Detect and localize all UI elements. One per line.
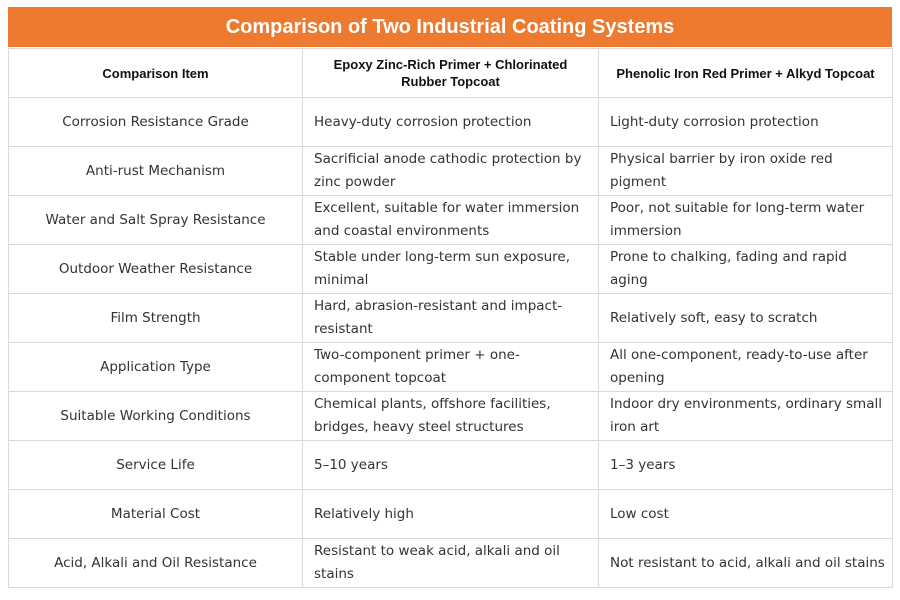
column-header-item: Comparison Item — [8, 48, 303, 98]
row-label: Acid, Alkali and Oil Resistance — [8, 538, 303, 588]
table-row: Suitable Working Conditions Chemical pla… — [8, 391, 893, 441]
row-label: Water and Salt Spray Resistance — [8, 195, 303, 245]
table-row: Corrosion Resistance Grade Heavy-duty co… — [8, 97, 893, 147]
row-label: Material Cost — [8, 489, 303, 539]
system-a-value: Excellent, suitable for water immersion … — [302, 195, 599, 245]
row-label: Anti-rust Mechanism — [8, 146, 303, 196]
system-a-value: Sacrificial anode cathodic protection by… — [302, 146, 599, 196]
column-header-system-b: Phenolic Iron Red Primer + Alkyd Topcoat — [598, 48, 893, 98]
table-row: Application Type Two-component primer + … — [8, 342, 893, 392]
table-row: Outdoor Weather Resistance Stable under … — [8, 244, 893, 294]
row-label: Corrosion Resistance Grade — [8, 97, 303, 147]
row-label: Film Strength — [8, 293, 303, 343]
comparison-table: Comparison Item Epoxy Zinc-Rich Primer +… — [8, 48, 893, 588]
system-b-value: Relatively soft, easy to scratch — [598, 293, 893, 343]
system-b-value: Light-duty corrosion protection — [598, 97, 893, 147]
system-a-value: 5–10 years — [302, 440, 599, 490]
system-b-value: Poor, not suitable for long-term water i… — [598, 195, 893, 245]
row-label: Service Life — [8, 440, 303, 490]
system-a-value: Heavy-duty corrosion protection — [302, 97, 599, 147]
system-a-value: Relatively high — [302, 489, 599, 539]
comparison-document: Comparison of Two Industrial Coating Sys… — [8, 7, 893, 595]
system-b-value: All one-component, ready-to-use after op… — [598, 342, 893, 392]
table-row: Material Cost Relatively high Low cost — [8, 489, 893, 539]
row-label: Suitable Working Conditions — [8, 391, 303, 441]
system-b-value: Low cost — [598, 489, 893, 539]
table-row: Anti-rust Mechanism Sacrificial anode ca… — [8, 146, 893, 196]
system-a-value: Two-component primer + one-component top… — [302, 342, 599, 392]
system-a-value: Hard, abrasion-resistant and impact-resi… — [302, 293, 599, 343]
row-label: Outdoor Weather Resistance — [8, 244, 303, 294]
system-b-value: 1–3 years — [598, 440, 893, 490]
system-a-value: Resistant to weak acid, alkali and oil s… — [302, 538, 599, 588]
system-a-value: Chemical plants, offshore facilities, br… — [302, 391, 599, 441]
column-header-system-a: Epoxy Zinc-Rich Primer + Chlorinated Rub… — [302, 48, 599, 98]
system-b-value: Not resistant to acid, alkali and oil st… — [598, 538, 893, 588]
table-row: Acid, Alkali and Oil Resistance Resistan… — [8, 538, 893, 588]
system-b-value: Physical barrier by iron oxide red pigme… — [598, 146, 893, 196]
table-row: Service Life 5–10 years 1–3 years — [8, 440, 893, 490]
table-title: Comparison of Two Industrial Coating Sys… — [8, 7, 892, 47]
system-a-value: Stable under long-term sun exposure, min… — [302, 244, 599, 294]
row-label: Application Type — [8, 342, 303, 392]
system-b-value: Indoor dry environments, ordinary small … — [598, 391, 893, 441]
system-b-value: Prone to chalking, fading and rapid agin… — [598, 244, 893, 294]
table-row: Film Strength Hard, abrasion-resistant a… — [8, 293, 893, 343]
header-row: Comparison Item Epoxy Zinc-Rich Primer +… — [8, 48, 893, 98]
table-row: Water and Salt Spray Resistance Excellen… — [8, 195, 893, 245]
